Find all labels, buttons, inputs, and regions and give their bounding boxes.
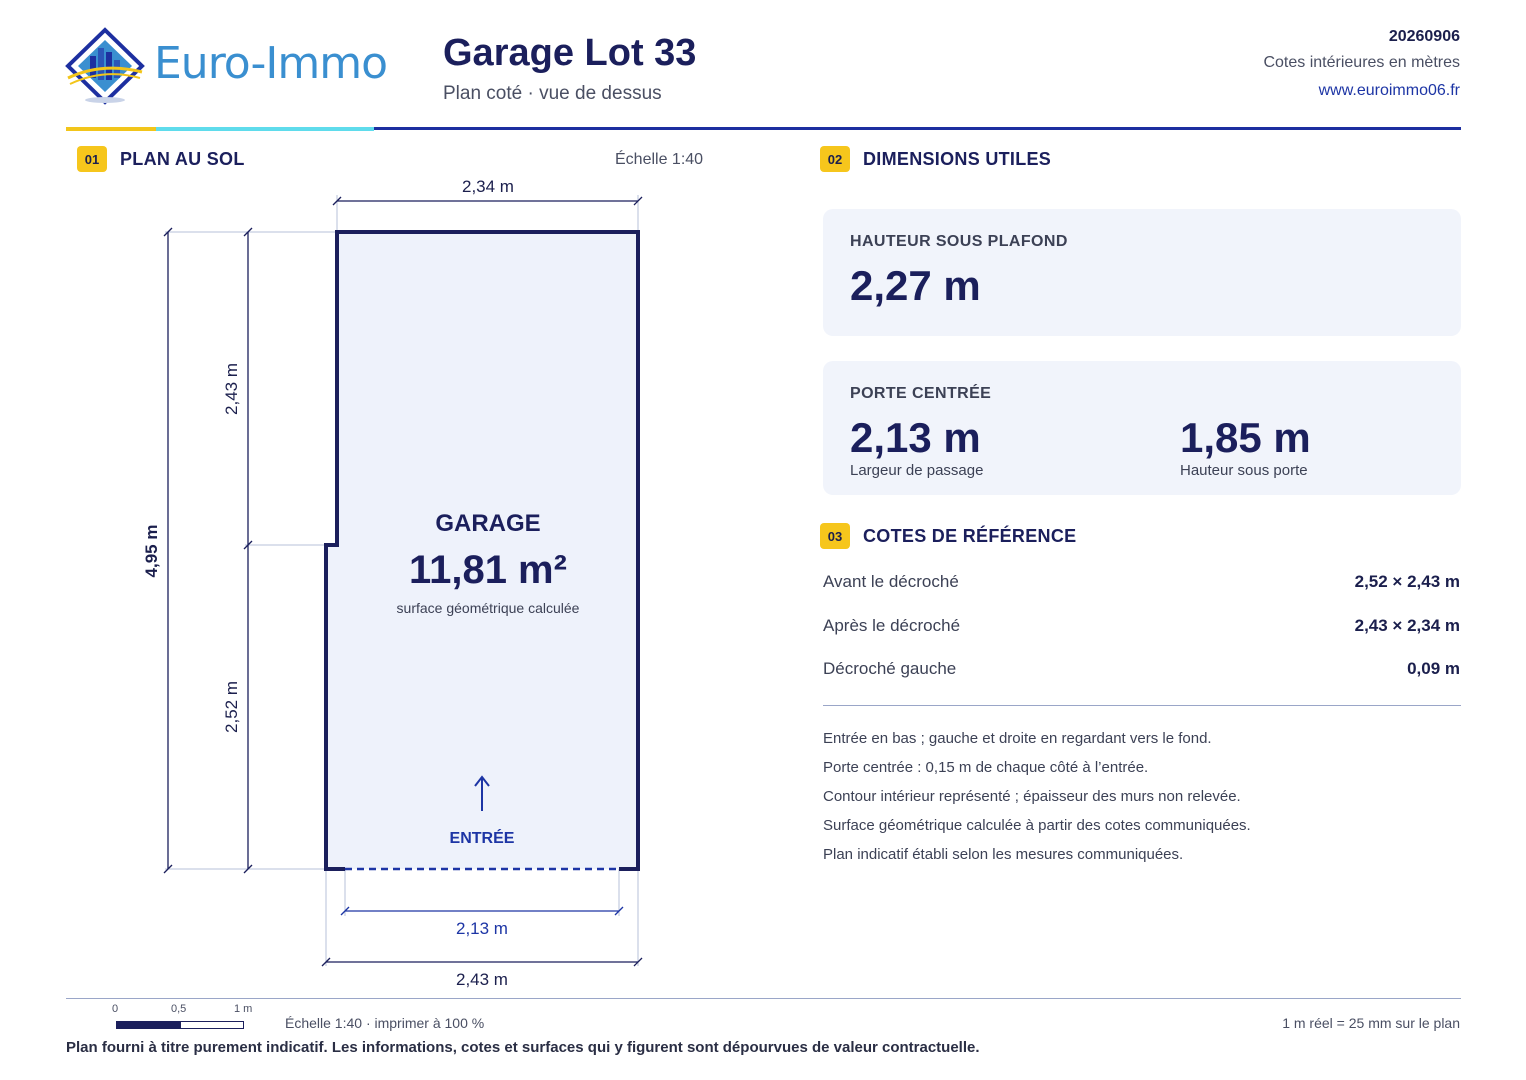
units-note: Cotes intérieures en mètres [1263, 54, 1460, 71]
brand-logo-text: Euro-Immo [154, 38, 388, 89]
floor-plan: 2,34 m 4,95 m 2,43 m 2,52 m 2,13 m 2,43 … [142, 177, 643, 989]
scale-tick-0: 0 [112, 1003, 119, 1015]
logo-mark-icon [65, 27, 145, 105]
section-badge-references: 03 [820, 523, 850, 549]
note-item: Entrée en bas ; gauche et droite en rega… [823, 730, 1212, 747]
scale-tick-half: 0,5 [171, 1003, 187, 1015]
dim-top-width: 2,34 m [462, 177, 514, 196]
door-card: PORTE CENTRÉE 2,13 m Largeur de passage … [823, 361, 1461, 495]
dim-door-width: 2,13 m [456, 919, 508, 938]
dim-total-height: 4,95 m [142, 525, 161, 578]
header-divider [66, 127, 1461, 130]
entry-label: ENTRÉE [450, 828, 515, 847]
graphic-scale-bar: 0 0,5 1 m [112, 1003, 255, 1033]
dim-lower-height: 2,52 m [222, 681, 241, 733]
footer-ratio-text: 1 m réel = 25 mm sur le plan [1282, 1015, 1460, 1031]
dim-bottom-width: 2,43 m [456, 970, 508, 989]
footer-divider [66, 998, 1461, 999]
section-title-dimensions: DIMENSIONS UTILES [863, 149, 1052, 169]
door-width-caption: Largeur de passage [850, 462, 984, 479]
website-link[interactable]: www.euroimmo06.fr [1318, 82, 1460, 99]
ceiling-height-value: 2,27 m [850, 262, 981, 309]
scale-bar-filled [116, 1021, 180, 1029]
header: Euro-Immo Garage Lot 33 Plan coté · vue … [0, 0, 1526, 135]
scale-bar-empty [180, 1021, 244, 1029]
plan-scale-note: Échelle 1:40 [615, 151, 704, 168]
reference-row-value: 2,52 × 2,43 m [1354, 572, 1460, 591]
header-accent-cyan [156, 127, 374, 131]
room-area: 11,81 m² [409, 548, 567, 592]
door-height-caption: Hauteur sous porte [1180, 462, 1308, 479]
reference-row-label: Avant le décroché [823, 572, 959, 591]
section-title-plan: PLAN AU SOL [120, 149, 245, 169]
ceiling-height-label: HAUTEUR SOUS PLAFOND [850, 233, 1068, 250]
section-title-references: COTES DE RÉFÉRENCE [863, 526, 1077, 546]
room-area-caption: surface géométrique calculée [397, 600, 580, 616]
document-title: Garage Lot 33 [443, 32, 697, 74]
reference-row-value: 2,43 × 2,34 m [1354, 616, 1460, 635]
section-badge-plan: 01 [77, 146, 107, 172]
header-accent-yellow [66, 127, 156, 131]
door-label: PORTE CENTRÉE [850, 385, 992, 402]
room-name: GARAGE [435, 510, 540, 537]
garage-room-shape [326, 232, 638, 869]
door-width-value: 2,13 m [850, 414, 981, 461]
footer-disclaimer: Plan fourni à titre purement indicatif. … [66, 1039, 980, 1056]
document-date: 20260906 [1388, 28, 1460, 45]
footer-scale-text: Échelle 1:40 · imprimer à 100 % [285, 1015, 485, 1031]
note-item: Porte centrée : 0,15 m de chaque côté à … [823, 759, 1149, 776]
door-height-value: 1,85 m [1180, 414, 1311, 461]
note-item: Contour intérieur représenté ; épaisseur… [823, 788, 1241, 805]
dim-upper-height: 2,43 m [222, 363, 241, 415]
notes-divider [823, 705, 1461, 706]
document-subtitle: Plan coté · vue de dessus [443, 83, 662, 104]
reference-row-value: 0,09 m [1407, 659, 1460, 678]
note-item: Surface géométrique calculée à partir de… [823, 817, 1251, 834]
scale-tick-1m: 1 m [234, 1003, 253, 1015]
ceiling-height-card: HAUTEUR SOUS PLAFOND 2,27 m [823, 209, 1461, 336]
reference-row-label: Décroché gauche [823, 659, 957, 678]
entry-arrow-icon [474, 775, 490, 811]
note-item: Plan indicatif établi selon les mesures … [823, 846, 1184, 863]
reference-row-label: Après le décroché [823, 616, 961, 635]
section-badge-dimensions: 02 [820, 146, 850, 172]
